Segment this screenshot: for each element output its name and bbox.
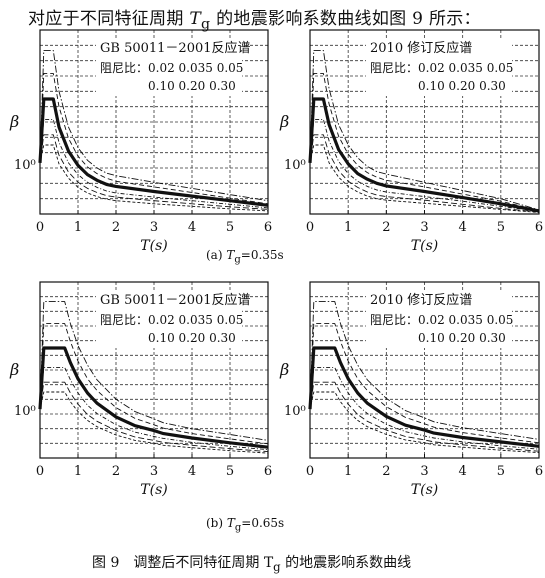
x-tick-label: 3 — [150, 464, 158, 479]
x-tick-label: 3 — [420, 220, 428, 235]
legend-damping-line2: 0.10 0.20 0.30 — [418, 79, 506, 93]
series-line-0.035 — [39, 323, 269, 445]
x-tick-label: 0 — [36, 220, 44, 235]
legend-title: GB 50011－2001反应谱 — [100, 292, 251, 308]
series-line-0.035 — [309, 323, 540, 444]
x-tick-label: 3 — [420, 464, 428, 479]
series-line-0.20 — [39, 134, 269, 210]
x-axis-label: T(s) — [140, 482, 167, 498]
legend-title: GB 50011－2001反应谱 — [100, 40, 251, 56]
x-tick-label: 0 — [306, 464, 314, 479]
legend-damping-line2: 0.10 0.20 0.30 — [418, 331, 506, 345]
x-tick-label: 5 — [497, 464, 505, 479]
x-tick-label: 1 — [344, 464, 352, 479]
chart-panel-b-left: 0 1 2 3 4 5 6 β 10⁰ T(s) GB 50011－2001反应谱阻尼比：0.02 … — [9, 281, 272, 498]
x-tick-label: 1 — [344, 220, 352, 235]
x-tick-label: 6 — [264, 464, 272, 479]
x-tick-label: 5 — [226, 464, 234, 479]
legend-damping-line2: 0.10 0.20 0.30 — [148, 331, 236, 345]
x-tick-label: 4 — [188, 464, 196, 479]
plot-frame — [39, 281, 269, 459]
series-line-0.05 — [38, 346, 269, 449]
series-line-0.05 — [308, 97, 540, 213]
y-axis-label: β — [9, 360, 19, 379]
series-line-0.02 — [309, 49, 540, 211]
chart-panel-a-left: 0 1 2 3 4 5 6 β 10⁰ T(s) GB 50011－2001反应谱阻尼比：0.02 … — [9, 29, 272, 254]
figure-caption: 图 9 调整后不同特征周期 Tg 的地震影响系数曲线 — [92, 555, 412, 574]
x-tick-label: 1 — [74, 220, 82, 235]
x-tick-label: 3 — [150, 220, 158, 235]
x-tick-label: 5 — [226, 220, 234, 235]
y-tick-label: 10⁰ — [14, 158, 36, 173]
series-line-0.30 — [309, 391, 540, 454]
x-axis-label: T(s) — [411, 238, 438, 254]
series-line-0.10 — [39, 367, 269, 451]
series-line-0.05 — [308, 346, 540, 448]
legend-damping-line1: 阻尼比：0.02 0.035 0.05 — [370, 313, 513, 327]
x-tick-label: 2 — [382, 220, 390, 235]
legend-background — [366, 290, 512, 348]
series-line-0.30 — [309, 144, 540, 213]
y-tick-label: 10⁰ — [14, 404, 36, 419]
series-line-0.02 — [309, 301, 540, 440]
x-tick-label: 5 — [497, 220, 505, 235]
series-line-0.10 — [309, 367, 540, 450]
legend-damping-line1: 阻尼比：0.02 0.035 0.05 — [100, 61, 243, 75]
x-tick-label: 6 — [535, 464, 543, 479]
legend-damping-line2: 0.10 0.20 0.30 — [148, 79, 236, 93]
x-tick-label: 2 — [112, 220, 120, 235]
plot-frame — [309, 281, 540, 459]
y-axis-label: β — [279, 360, 289, 379]
legend-background — [96, 38, 242, 96]
y-axis-label: β — [9, 112, 19, 131]
legend-title: 2010 修订反应谱 — [370, 40, 472, 56]
series-line-0.10 — [309, 118, 540, 212]
x-tick-label: 0 — [36, 464, 44, 479]
x-axis-label: T(s) — [411, 482, 438, 498]
subcaption-a: (a) Tg=0.35s — [206, 248, 284, 266]
series-line-0.035 — [39, 72, 269, 205]
x-tick-label: 6 — [264, 220, 272, 235]
legend-background — [366, 38, 512, 96]
x-tick-label: 4 — [188, 220, 196, 235]
y-tick-label: 10⁰ — [284, 158, 306, 173]
series-line-0.05 — [38, 97, 269, 207]
series-line-0.02 — [39, 301, 269, 441]
legend-background — [96, 290, 242, 348]
plot-frame — [309, 29, 540, 215]
legend-damping-line1: 阻尼比：0.02 0.035 0.05 — [370, 61, 513, 75]
legend-damping-line1: 阻尼比：0.02 0.035 0.05 — [100, 313, 243, 327]
series-line-0.035 — [309, 72, 540, 211]
series-line-0.20 — [39, 381, 269, 453]
plot-frame — [39, 29, 269, 215]
series-line-0.20 — [309, 381, 540, 452]
y-tick-label: 10⁰ — [284, 404, 306, 419]
x-axis-label: T(s) — [140, 238, 167, 254]
x-tick-label: 6 — [535, 220, 543, 235]
x-tick-label: 0 — [306, 220, 314, 235]
intro-text: 对应于不同特征周期 Tg 的地震影响系数曲线如图 9 所示： — [28, 9, 481, 33]
series-line-0.20 — [309, 134, 540, 213]
x-tick-label: 1 — [74, 464, 82, 479]
series-line-0.30 — [39, 391, 269, 454]
series-line-0.10 — [39, 118, 269, 209]
subcaption-b: (b) Tg=0.65s — [206, 516, 285, 534]
x-tick-label: 4 — [459, 464, 467, 479]
x-tick-label: 2 — [382, 464, 390, 479]
legend-title: 2010 修订反应谱 — [370, 292, 472, 308]
series-line-0.30 — [39, 144, 269, 212]
y-axis-label: β — [279, 112, 289, 131]
x-tick-label: 2 — [112, 464, 120, 479]
series-line-0.02 — [39, 49, 269, 202]
x-tick-label: 4 — [459, 220, 467, 235]
